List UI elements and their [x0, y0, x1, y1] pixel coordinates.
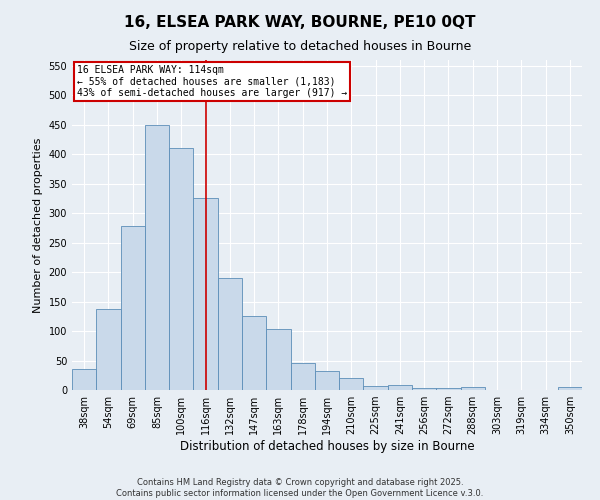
Y-axis label: Number of detached properties: Number of detached properties [33, 138, 43, 312]
Bar [412, 388, 436, 390]
Bar [315, 370, 339, 390]
Bar [193, 198, 218, 390]
Bar [436, 388, 461, 390]
Bar [388, 386, 412, 390]
Text: 16, ELSEA PARK WAY, BOURNE, PE10 0QT: 16, ELSEA PARK WAY, BOURNE, PE10 0QT [124, 15, 476, 30]
Bar [339, 378, 364, 390]
Bar [290, 364, 315, 390]
Bar [169, 148, 193, 390]
Text: 16 ELSEA PARK WAY: 114sqm
← 55% of detached houses are smaller (1,183)
43% of se: 16 ELSEA PARK WAY: 114sqm ← 55% of detac… [77, 65, 347, 98]
Bar [121, 226, 145, 390]
Text: Contains HM Land Registry data © Crown copyright and database right 2025.
Contai: Contains HM Land Registry data © Crown c… [116, 478, 484, 498]
Bar [218, 278, 242, 390]
Bar [461, 387, 485, 390]
Text: Size of property relative to detached houses in Bourne: Size of property relative to detached ho… [129, 40, 471, 53]
Bar [72, 370, 96, 390]
X-axis label: Distribution of detached houses by size in Bourne: Distribution of detached houses by size … [179, 440, 475, 453]
Bar [145, 125, 169, 390]
Bar [96, 308, 121, 390]
Bar [558, 387, 582, 390]
Bar [266, 330, 290, 390]
Bar [242, 316, 266, 390]
Bar [364, 386, 388, 390]
